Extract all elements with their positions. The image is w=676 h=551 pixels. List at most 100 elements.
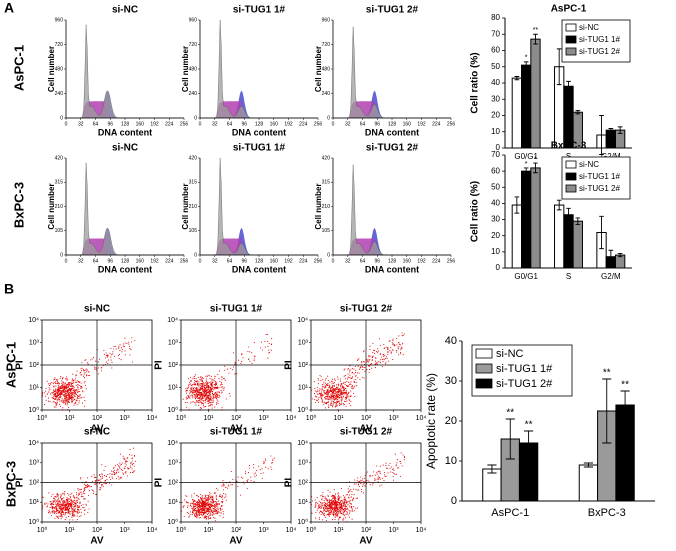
event-dot [67, 503, 69, 505]
x-tick-label: 10⁰ [176, 414, 187, 422]
x-tick-label: 64 [227, 258, 233, 264]
event-dot [207, 518, 210, 520]
event-dot [206, 400, 208, 402]
event-dot [208, 386, 210, 388]
x-tick-label: 96 [107, 258, 113, 264]
event-dot [133, 447, 135, 449]
event-dot [83, 490, 85, 492]
event-dot [123, 457, 125, 459]
event-dot [55, 507, 57, 509]
event-dot [73, 499, 75, 501]
event-dot [57, 383, 59, 385]
event-dot [203, 502, 205, 504]
event-dot [347, 394, 349, 397]
event-dot [121, 462, 123, 464]
event-dot [375, 357, 377, 359]
event-dot [74, 396, 76, 398]
event-dot [103, 470, 105, 472]
event-dot [343, 496, 345, 498]
event-dot [87, 485, 89, 487]
event-dot [62, 499, 64, 502]
event-dot [325, 508, 327, 510]
event-dot [111, 473, 113, 475]
event-dot [74, 509, 76, 511]
y-tick-label: 50 [491, 62, 500, 71]
event-dot [378, 350, 380, 352]
event-dot [379, 353, 381, 355]
event-dot [340, 487, 343, 490]
event-dot [75, 500, 77, 502]
chart-title: si-NC [84, 427, 110, 438]
event-dot [399, 460, 402, 463]
event-dot [98, 367, 100, 369]
event-dot [206, 381, 208, 383]
event-dot [219, 508, 221, 510]
event-dot [131, 361, 133, 363]
event-dot [72, 503, 74, 506]
y-tick-label: 10 [491, 247, 500, 256]
event-dot [244, 471, 247, 473]
event-dot [61, 390, 63, 392]
event-dot [205, 375, 207, 377]
event-dot [364, 370, 366, 372]
event-dot [210, 510, 212, 513]
event-dot [323, 387, 325, 389]
event-dot [324, 392, 326, 394]
event-dot [326, 511, 328, 513]
event-dot [333, 382, 335, 384]
event-dot [400, 462, 402, 464]
y-tick-label: 720 [322, 42, 331, 48]
event-dot [342, 512, 344, 514]
event-dot [205, 398, 208, 400]
event-dot [205, 382, 207, 384]
event-dot [199, 496, 202, 499]
x-tick-label: 192 [150, 121, 159, 127]
event-dot [73, 399, 75, 401]
event-dot [113, 471, 115, 473]
event-dot [52, 510, 54, 513]
event-dot [361, 361, 363, 363]
event-dot [250, 480, 252, 482]
event-dot [62, 383, 64, 385]
event-dot [379, 478, 381, 480]
event-dot [119, 467, 121, 469]
event-dot [118, 471, 120, 473]
event-dot [321, 387, 323, 389]
chart-title: si-TUG1 1# [233, 5, 286, 16]
event-dot [201, 393, 203, 395]
event-dot [249, 360, 251, 362]
event-dot [54, 513, 56, 515]
event-dot [218, 378, 220, 380]
event-dot [329, 502, 331, 504]
event-dot [78, 397, 80, 400]
event-dot [71, 509, 73, 511]
event-dot [348, 396, 350, 398]
error-bar [524, 430, 534, 456]
event-dot [118, 478, 120, 480]
event-dot [336, 509, 339, 511]
event-dot [109, 352, 111, 354]
event-dot [393, 469, 395, 471]
event-dot [196, 514, 198, 516]
event-dot [215, 492, 217, 494]
event-dot [204, 497, 206, 499]
event-dot [325, 506, 327, 508]
event-dot [246, 487, 248, 489]
event-dot [332, 398, 334, 400]
event-dot [63, 382, 65, 384]
event-dot [62, 385, 64, 387]
event-dot [62, 393, 64, 395]
event-dot [318, 392, 320, 394]
event-dot [65, 391, 67, 393]
y-tick-label: 10² [298, 362, 309, 369]
event-dot [255, 474, 257, 476]
event-dot [340, 396, 342, 398]
event-dot [323, 499, 325, 501]
event-dot [211, 511, 213, 513]
event-dot [63, 503, 65, 505]
event-dot [203, 386, 205, 388]
event-dot [207, 381, 209, 383]
event-dot [65, 397, 67, 399]
bar [511, 204, 523, 269]
event-dot [215, 495, 217, 497]
